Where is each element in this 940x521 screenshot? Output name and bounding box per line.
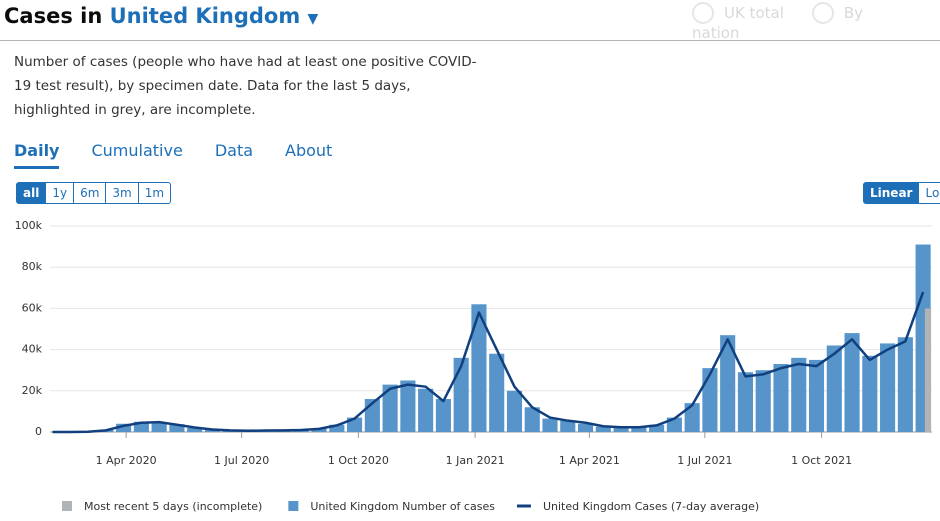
bar [311,428,327,432]
bar [862,355,878,432]
x-tick-label: 1 Apr 2021 [559,454,620,467]
x-tick-label: 1 Apr 2020 [96,454,157,467]
bar [418,388,434,432]
description: Number of cases (people who have had at … [14,54,477,118]
bar [169,424,185,432]
bar [560,420,576,432]
radio[interactable]: By nation [692,3,864,43]
bar [880,343,896,432]
bar [435,399,451,432]
bar [631,426,647,432]
bar [720,335,736,432]
range-buttons: all 1y 6m 3m 1m [16,182,172,204]
tabs: Daily Cumulative Data About [14,141,364,169]
bar [844,333,860,432]
x-tick-label: 1 Oct 2020 [328,454,389,467]
bar [791,357,807,432]
bar [755,370,771,432]
area-select[interactable]: United Kingdom [109,4,301,28]
bar [595,426,611,432]
bar [924,308,932,432]
bar [116,423,132,432]
chart: 0 20k 40k 60k 80k 100k 1 Apr 2020 1 Jul 2020 1 O… [15,219,932,513]
bar [577,423,594,432]
bar [684,403,700,432]
tab[interactable]: Daily [14,141,60,169]
bar [737,372,753,432]
y-tick-label: 100k [15,219,43,232]
y-tick-label: 0 [35,425,42,438]
y-tick-label: 80k [22,260,43,273]
bar [400,380,416,432]
y-tick-label: 40k [22,343,43,356]
bar [649,424,665,432]
x-tick-label: 1 Jul 2021 [677,454,732,467]
bar [826,345,842,432]
divider [0,40,940,41]
y-tick-label: 60k [22,301,43,314]
bar [542,418,558,432]
bar [489,353,505,432]
button[interactable]: 3m [105,183,137,203]
tab[interactable]: Cumulative [91,141,183,160]
scale-buttons: LinearLog [863,182,940,204]
x-tick-label: 1 Jan 2021 [446,454,505,467]
button[interactable]: all [17,183,46,203]
bar [897,337,913,432]
bar [524,407,540,432]
legend-label: United Kingdom Number of cases [310,500,495,513]
legend-swatch [288,501,299,511]
legend-label: Most recent 5 days (incomplete) [84,500,262,513]
bar [471,304,487,432]
bar [613,427,629,432]
radio[interactable]: UK total [692,4,784,22]
legend-label: United Kingdom Cases (7-day average) [543,500,759,513]
bar [151,422,167,432]
bar [506,390,523,432]
button[interactable]: 1m [137,183,170,203]
title: Cases in United Kingdom ▼ [4,4,319,28]
button[interactable]: Linear [864,183,919,203]
bar [453,357,469,432]
button[interactable]: Log [918,183,940,203]
bar [702,368,718,432]
bar [382,384,398,432]
options: UK total By nation [692,2,940,43]
x-tick-label: 1 Jul 2020 [214,454,269,467]
y-tick-label: 20k [22,384,43,397]
legend-swatch [62,501,72,511]
bar [773,364,789,432]
line [52,291,925,434]
bar [187,427,203,432]
bar [133,421,149,432]
bar [329,424,345,432]
x-tick-label: 1 Oct 2021 [791,454,852,467]
title-text: Cases in [4,4,103,28]
bar [808,359,825,432]
tab[interactable]: About [285,141,333,160]
button[interactable]: 1y [45,183,73,203]
tab[interactable]: Data [214,141,254,160]
button[interactable]: 6m [73,183,105,203]
